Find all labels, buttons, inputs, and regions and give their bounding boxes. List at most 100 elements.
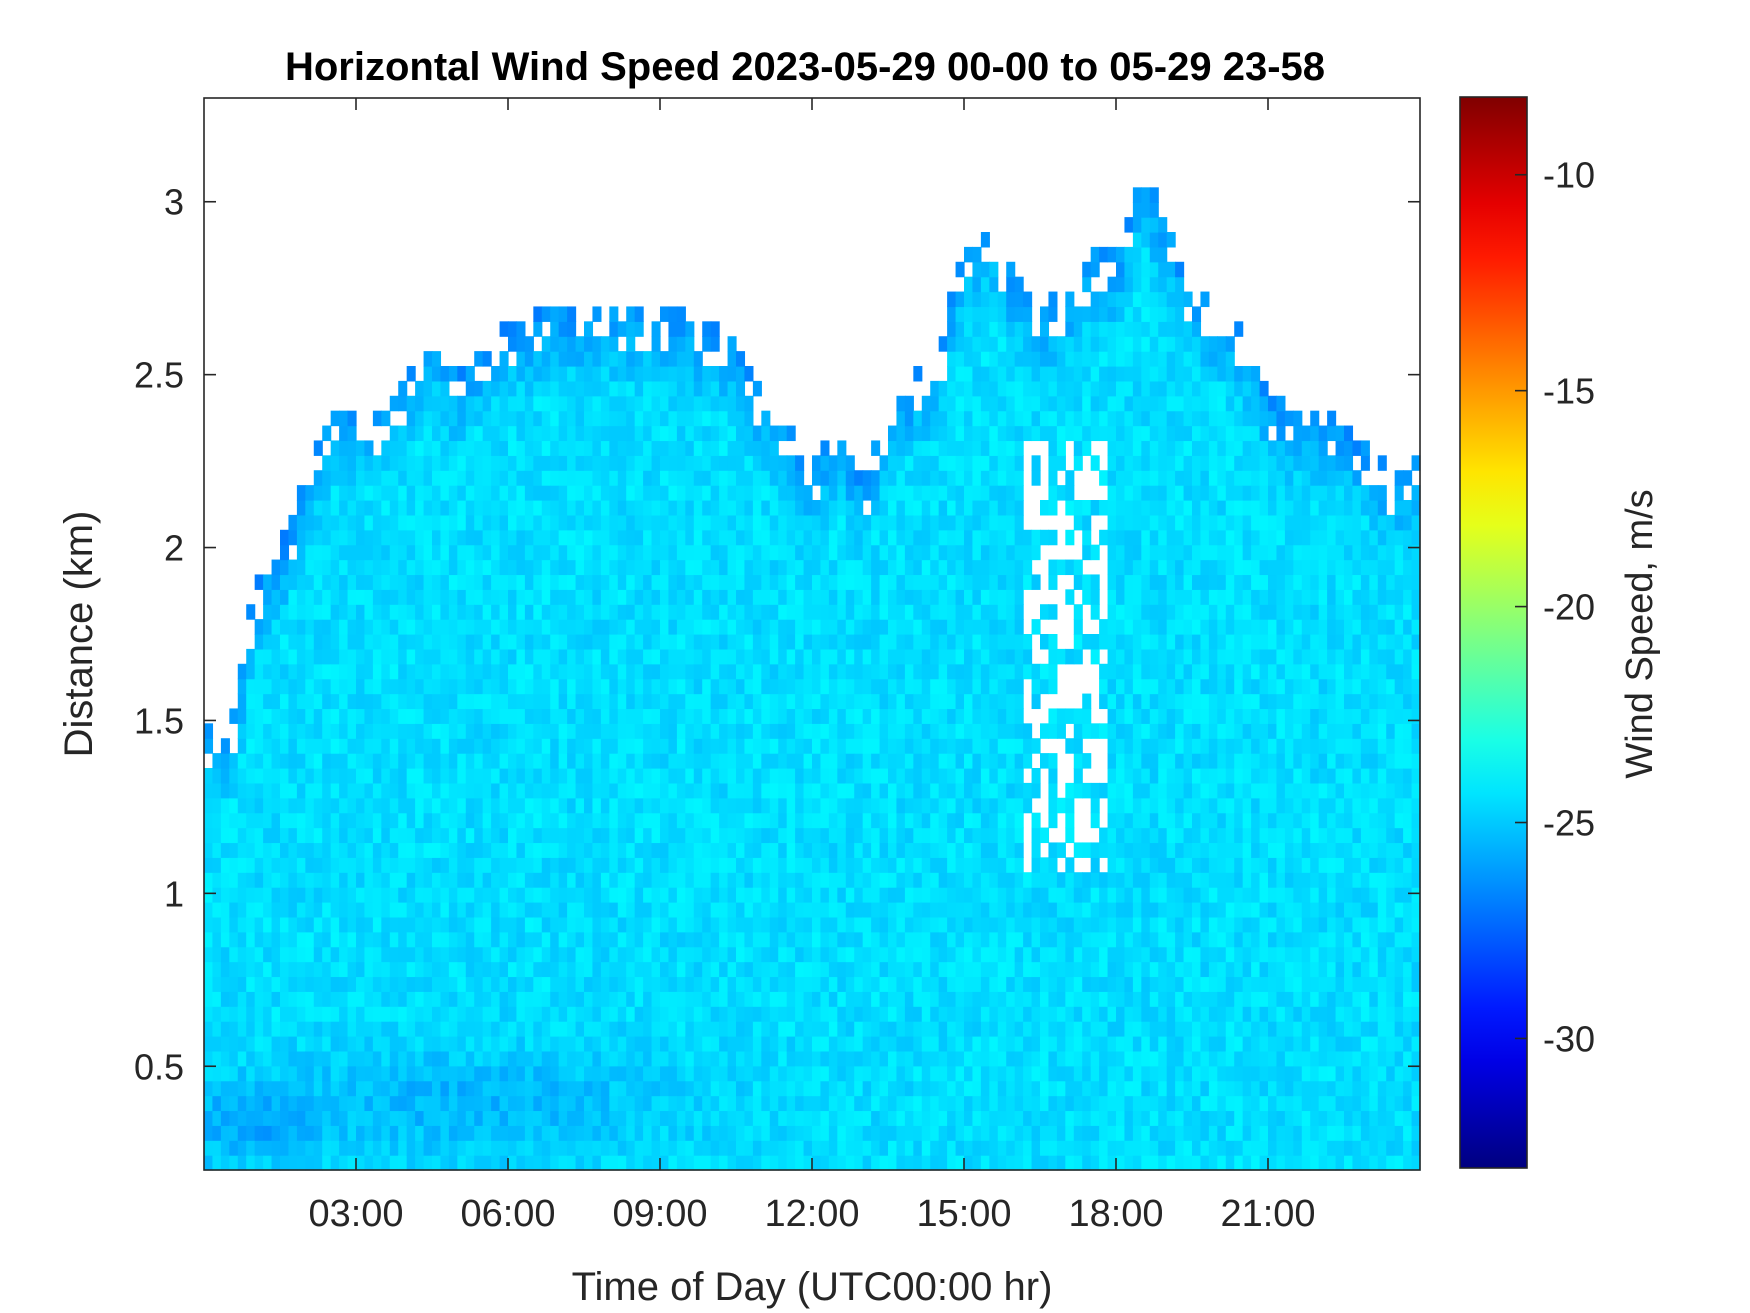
heatmap-cell [296,1125,306,1141]
heatmap-cell [719,1036,729,1052]
heatmap-cell [1014,634,1024,650]
heatmap-cell [634,991,644,1007]
heatmap-cell [524,723,534,739]
heatmap-cell [457,1080,467,1097]
heatmap-cell [643,1050,653,1067]
heatmap-cell [415,1155,425,1171]
heatmap-cell [964,931,974,948]
heatmap-cell [347,872,357,888]
heatmap-cell [415,559,425,576]
heatmap-cell [541,797,551,814]
heatmap-cell [398,648,408,665]
heatmap-cell [339,738,349,754]
heatmap-cell [1014,619,1024,635]
heatmap-cell [482,351,492,367]
heatmap-cell [592,723,602,739]
heatmap-cell [448,961,458,978]
heatmap-cell [356,753,366,769]
heatmap-cell [871,693,881,710]
heatmap-cell [837,1021,847,1037]
heatmap-cell [668,693,678,710]
heatmap-cell [617,1110,627,1126]
heatmap-cell [575,1021,585,1037]
heatmap-cell [584,1080,594,1097]
heatmap-cell [617,619,627,635]
heatmap-cell [567,559,577,576]
heatmap-cell [220,931,230,948]
heatmap-cell [499,589,509,605]
heatmap-cell [812,693,822,710]
heatmap-cell [381,931,391,948]
heatmap-cell [541,872,551,888]
heatmap-cell [888,604,898,620]
heatmap-cell [947,961,957,978]
heatmap-cell [651,514,661,531]
heatmap-cell [212,1155,222,1171]
heatmap-cell [744,991,754,1007]
heatmap-cell [508,663,518,680]
heatmap-cell [651,1080,661,1097]
heatmap-cell [828,529,838,546]
heatmap-cell [347,1050,357,1067]
heatmap-cell [871,485,881,501]
heatmap-cell [913,797,923,814]
heatmap-cell [457,529,467,546]
heatmap-cell [947,1140,957,1156]
heatmap-cell [516,470,526,486]
heatmap-cell [710,1006,720,1022]
heatmap-cell [668,648,678,665]
heatmap-cell [499,485,509,501]
heatmap-cell [237,768,247,784]
heatmap-cell [499,782,509,799]
heatmap-cell [516,336,526,352]
heatmap-cell [938,916,948,933]
heatmap-cell [508,872,518,888]
heatmap-cell [626,604,636,620]
heatmap-cell [904,470,914,486]
heatmap-cell [440,931,450,948]
heatmap-cell [989,1021,999,1037]
heatmap-cell [634,351,644,367]
heatmap-cell [904,931,914,948]
heatmap-cell [584,351,594,367]
heatmap-cell [980,485,990,501]
heatmap-cell [862,1050,872,1067]
heatmap-cell [727,887,737,903]
heatmap-cell [508,842,518,858]
heatmap-cell [508,961,518,978]
heatmap-cell [499,753,509,769]
heatmap-cell [972,812,982,829]
heatmap-cell [980,336,990,352]
heatmap-cell [347,574,357,590]
heatmap-cell [685,723,695,739]
heatmap-cell [524,946,534,963]
heatmap-cell [710,1110,720,1126]
heatmap-cell [972,872,982,888]
heatmap-cell [296,589,306,605]
heatmap-cell [812,753,822,769]
heatmap-cell [626,366,636,382]
heatmap-cell [871,768,881,784]
heatmap-cell [296,887,306,903]
heatmap-cell [1006,753,1016,769]
heatmap-cell [339,1140,349,1156]
heatmap-cell [508,857,518,873]
heatmap-cell [795,902,805,918]
heatmap-cell [997,1095,1007,1112]
heatmap-cell [474,351,484,367]
heatmap-cell [592,708,602,724]
heatmap-cell [600,1155,610,1171]
heatmap-cell [871,604,881,620]
heatmap-cell [710,440,720,456]
heatmap-cell [212,961,222,978]
heatmap-cell [406,976,416,992]
heatmap-cell [837,514,847,531]
heatmap-cell [575,872,585,888]
heatmap-cell [955,544,965,561]
heatmap-cell [322,753,332,769]
heatmap-cell [600,708,610,724]
heatmap-cell [837,753,847,769]
heatmap-cell [727,768,737,784]
heatmap-cell [972,1080,982,1097]
heatmap-cell [955,425,965,442]
